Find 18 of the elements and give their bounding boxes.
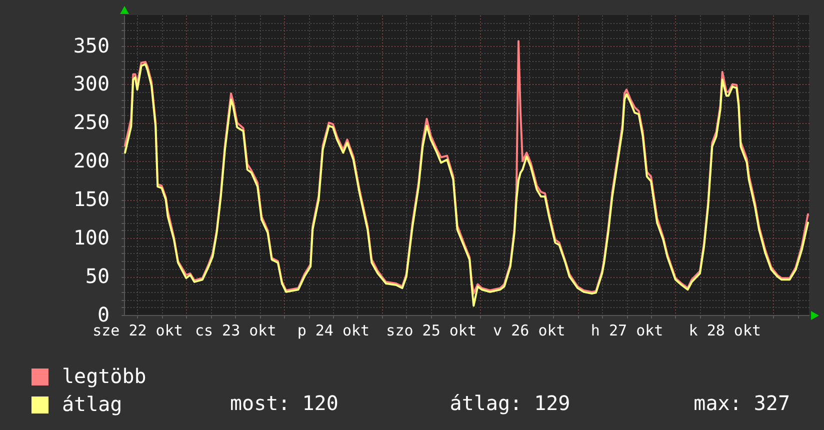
y-tick-label: 250 <box>73 110 110 134</box>
y-tick-label: 300 <box>73 72 110 96</box>
y-tick-label: 50 <box>85 264 110 288</box>
text: max: 327 <box>694 391 790 415</box>
x-tick-label: cs 23 okt <box>194 322 276 340</box>
x-tick-label: h 27 okt <box>590 322 664 340</box>
legend-label: átlag <box>62 392 122 416</box>
y-tick-label: 150 <box>73 187 110 212</box>
x-tick-label: szo 25 okt <box>386 322 476 340</box>
text: most: 120 <box>230 391 338 415</box>
x-tick-label: v 26 okt <box>493 322 566 340</box>
x-tick-label: k 28 okt <box>688 322 762 340</box>
y-tick-label: 200 <box>73 148 110 173</box>
x-tick-label: p 24 okt <box>297 322 370 340</box>
y-tick-label: 100 <box>73 226 110 250</box>
legend-label: legtöbb <box>62 364 146 388</box>
y-tick-label: 350 <box>73 33 110 58</box>
text: átlag: 129 <box>450 391 570 415</box>
